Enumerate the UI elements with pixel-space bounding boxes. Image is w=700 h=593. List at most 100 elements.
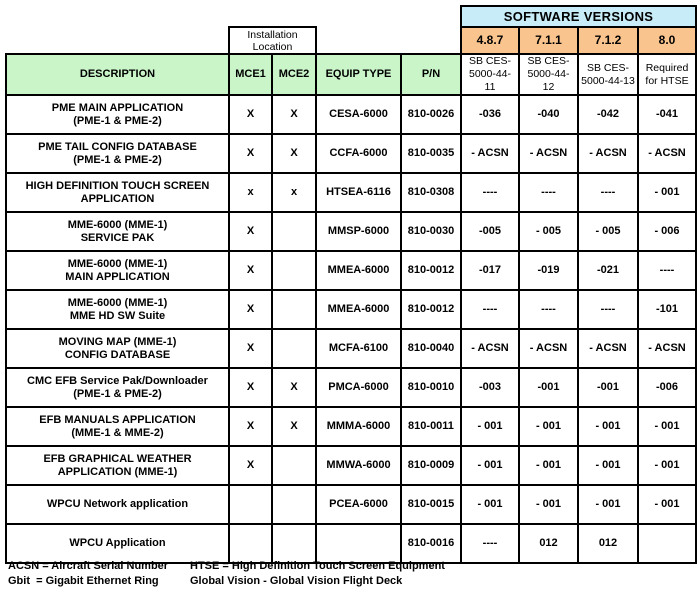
description-cell: EFB GRAPHICAL WEATHER APPLICATION (MME-1… [5,445,230,486]
sb-ces-44-11-header: SB CES- 5000-44-11 [460,53,520,96]
required-for-htse-header: Required for HTSE [637,53,697,96]
table-row: PME TAIL CONFIG DATABASE (PME-1 & PME-2)… [5,133,697,174]
pn-column-header: P/N [400,53,462,96]
version-4-8-7-cell: -017 [460,250,520,291]
version-8-0-cell: - 001 [637,445,697,486]
version-7-1-2-cell: - 001 [577,445,639,486]
table-row: MOVING MAP (MME-1) CONFIG DATABASE X MCFA-… [5,328,697,369]
version-4-8-7-cell: ---- [460,289,520,330]
header-spacer [6,27,229,54]
description-cell: MME-6000 (MME-1) SERVICE PAK [5,211,230,252]
equip-type-cell: MMEA-6000 [315,289,402,330]
version-7-1-1-cell: - ACSN [518,133,579,174]
version-8-0-cell: - 001 [637,172,697,213]
equip-type-cell: MMMA-6000 [315,406,402,447]
mce2-cell [271,484,317,525]
version-4-8-7-cell: -036 [460,94,520,135]
version-7-1-2-cell: ---- [577,289,639,330]
description-cell: EFB MANUALS APPLICATION (MME-1 & MME-2) [5,406,230,447]
description-cell: WPCU Application [5,523,230,564]
sb-ces-44-12-header: SB CES- 5000-44-12 [518,53,579,96]
pn-cell: 810-0026 [400,94,462,135]
equip-type-cell: MMSP-6000 [315,211,402,252]
version-4-8-7-cell: -005 [460,211,520,252]
version-4-8-7-cell: - ACSN [460,133,520,174]
footnote-gbit: Gbit = Gigabit Ethernet Ring [8,575,159,587]
pn-cell: 810-0308 [400,172,462,213]
version-8-0-cell [637,523,697,564]
version-4-8-7-cell: ---- [460,523,520,564]
version-7-1-2-cell: -001 [577,367,639,408]
mce1-cell: X [228,406,273,447]
equip-type-cell [315,523,402,564]
version-4-8-7-cell: - 001 [460,445,520,486]
pn-cell: 810-0015 [400,484,462,525]
version-7-1-1-cell: 012 [518,523,579,564]
equip-type-cell: MMEA-6000 [315,250,402,291]
table-body: PME MAIN APPLICATION (PME-1 & PME-2) X X CE… [5,94,697,564]
pn-cell: 810-0012 [400,250,462,291]
version-7-1-2-cell: -042 [577,94,639,135]
mce1-cell: X [228,133,273,174]
version-7-1-1-cell: - ACSN [518,328,579,369]
version-8-0-cell: -101 [637,289,697,330]
equip-type-cell: CESA-6000 [315,94,402,135]
version-8-0-cell: ---- [637,250,697,291]
mce1-cell [228,523,273,564]
version-8-0-cell: - 006 [637,211,697,252]
mce2-cell [271,445,317,486]
version-4-8-7-cell: - ACSN [460,328,520,369]
table-row: WPCU Network application PCEA-6000 810-001… [5,484,697,525]
version-7-1-2-cell: - ACSN [577,133,639,174]
mce1-cell: X [228,211,273,252]
version-7-1-1-cell: - 001 [518,406,579,447]
version-8-0-cell: -041 [637,94,697,135]
version-8-0-cell: - 001 [637,484,697,525]
version-7-1-2-cell: -021 [577,250,639,291]
mce1-cell: x [228,172,273,213]
version-7-1-2-cell: ---- [577,172,639,213]
version-7-1-1-cell: - 001 [518,484,579,525]
version-7-1-1-cell: ---- [518,289,579,330]
version-8-0-cell: - 001 [637,406,697,447]
version-7-1-1-cell: -019 [518,250,579,291]
mce1-cell: X [228,289,273,330]
version-7-1-1-cell: - 005 [518,211,579,252]
version-8-0-header: 8.0 [637,26,697,55]
pn-cell: 810-0011 [400,406,462,447]
description-cell: HIGH DEFINITION TOUCH SCREEN APPLICATION [5,172,230,213]
mce1-cell: X [228,250,273,291]
mce2-cell: X [271,406,317,447]
footnotes: ACSN = Aircraft Serial Number HTSE = Hig… [8,560,445,590]
mce2-cell: x [271,172,317,213]
version-7-1-2-cell: - ACSN [577,328,639,369]
version-8-0-cell: -006 [637,367,697,408]
table-row: MME-6000 (MME-1) SERVICE PAK X MMSP-6000 81… [5,211,697,252]
mce1-cell: X [228,367,273,408]
version-7-1-2-cell: - 005 [577,211,639,252]
version-4-8-7-cell: - 001 [460,406,520,447]
mce1-cell: X [228,94,273,135]
table-row: CMC EFB Service Pak/Downloader (PME-1 & … [5,367,697,408]
description-cell: MOVING MAP (MME-1) CONFIG DATABASE [5,328,230,369]
version-7-1-2-cell: 012 [577,523,639,564]
pn-cell: 810-0030 [400,211,462,252]
description-cell: MME-6000 (MME-1) MME HD SW Suite [5,289,230,330]
table-header: SOFTWARE VERSIONS Installation Location … [5,5,697,96]
version-7-1-2-cell: - 001 [577,406,639,447]
mce2-column-header: MCE2 [271,53,317,96]
equip-type-column-header: EQUIP TYPE [315,53,402,96]
mce1-cell [228,484,273,525]
software-versions-title: SOFTWARE VERSIONS [460,5,697,28]
pn-cell: 810-0016 [400,523,462,564]
footnote-htse: HTSE = High Definition Touch Screen Equi… [190,560,445,572]
footnote-global-vision: Global Vision - Global Vision Flight Dec… [190,575,403,587]
mce2-cell [271,211,317,252]
mce2-cell [271,289,317,330]
description-column-header: DESCRIPTION [5,53,230,96]
version-4-8-7-cell: ---- [460,172,520,213]
mce2-cell: X [271,133,317,174]
mce1-cell: X [228,445,273,486]
mce2-cell [271,328,317,369]
